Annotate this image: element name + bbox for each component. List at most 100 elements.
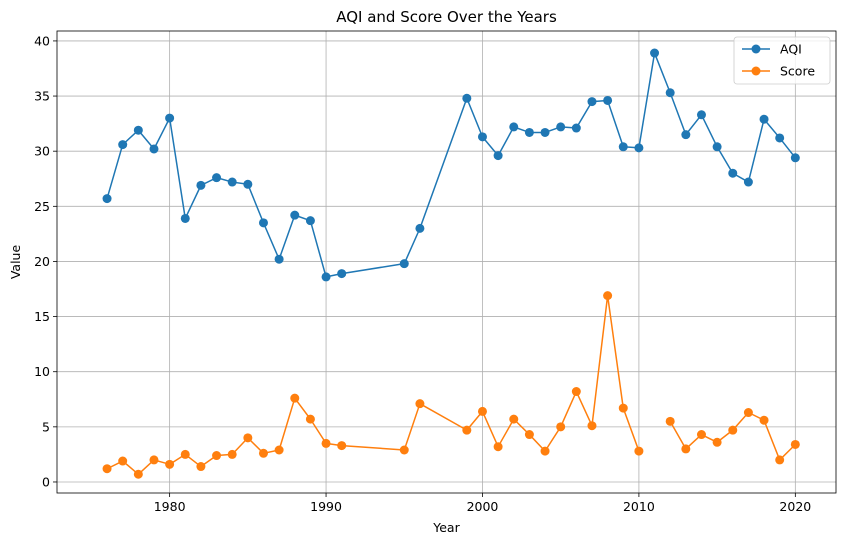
score-point [477,406,487,416]
aqi-line [106,52,796,278]
aqi-point [790,153,800,163]
aqi-point [415,223,425,233]
y-tick-label: 10 [34,364,50,379]
y-tick-label: 25 [34,199,50,214]
score-point [180,449,190,459]
aqi-point [634,143,644,153]
score-point [227,449,237,459]
y-tick-label: 15 [34,309,50,324]
aqi-point [571,123,581,133]
aqi-point [399,259,409,269]
score-point [399,445,409,455]
aqi-point [712,142,722,152]
aqi-point [743,177,753,187]
aqi-point [556,122,566,132]
legend-label-aqi: AQI [780,42,802,57]
aqi-point [587,97,597,107]
x-tick-label: 1980 [154,499,186,514]
y-tick-label: 5 [42,419,50,434]
score-point [415,399,425,409]
y-tick-label: 20 [34,254,50,269]
aqi-point [290,210,300,220]
score-point [696,430,706,440]
aqi-point [618,142,628,152]
aqi-point [212,173,222,183]
aqi-point [650,48,660,58]
aqi-point [696,110,706,120]
aqi-point [665,88,675,98]
score-point [243,433,253,443]
score-point [258,448,268,458]
score-point [775,455,785,465]
aqi-point [102,194,112,204]
aqi-point [477,132,487,142]
score-point [102,464,112,474]
y-tick-label: 40 [34,33,50,48]
score-point [290,393,300,403]
aqi-point [243,179,253,189]
score-point [571,387,581,397]
legend-label-score: Score [780,64,815,79]
aqi-point [118,140,128,150]
aqi-point [775,133,785,143]
score-point [790,439,800,449]
aqi-point [165,113,175,123]
x-axis-ticks: 1980 1990 2000 2010 2020 [154,493,811,514]
aqi-point [180,213,190,223]
y-axis-ticks: 0 5 10 15 20 25 30 35 40 [34,33,57,489]
score-point [133,469,143,479]
aqi-point [258,218,268,228]
aqi-point [305,216,315,226]
score-point [212,451,222,461]
y-tick-label: 30 [34,144,50,159]
score-point [634,446,644,456]
score-point [556,422,566,432]
aqi-point [540,127,550,137]
score-point [118,456,128,466]
aqi-point [227,177,237,187]
aqi-point [759,114,769,124]
score-point [462,425,472,435]
aqi-point [603,95,613,105]
legend: AQI Score [733,36,831,85]
x-axis-label: Year [432,520,460,535]
score-point [665,416,675,426]
series-score [102,291,800,479]
legend-entry-aqi: AQI [742,42,802,57]
grid [57,31,836,493]
y-tick-label: 35 [34,89,50,104]
score-point [728,425,738,435]
score-point [759,415,769,425]
aqi-point [274,254,284,264]
score-point [524,430,534,440]
score-point [587,421,597,431]
aqi-point [728,168,738,178]
score-point [165,459,175,469]
aqi-point [462,93,472,103]
y-axis-label: Value [8,245,23,280]
score-point [603,291,613,301]
score-point [743,408,753,418]
score-point [196,462,206,472]
series [102,48,800,479]
legend-marker-score [751,66,761,76]
aqi-point [681,130,691,140]
score-point [305,414,315,424]
aqi-point [493,151,503,161]
series-aqi [102,48,800,282]
axes-frame [56,30,837,494]
score-point [712,437,722,447]
aqi-point [133,125,143,135]
aqi-point [337,269,347,279]
chart-title: AQI and Score Over the Years [336,8,557,26]
score-point [493,442,503,452]
x-tick-label: 2010 [623,499,655,514]
score-point [540,446,550,456]
x-tick-label: 2000 [467,499,499,514]
legend-entry-score: Score [742,64,815,79]
x-tick-label: 1990 [310,499,342,514]
score-point [337,441,347,451]
aqi-point [149,144,159,154]
